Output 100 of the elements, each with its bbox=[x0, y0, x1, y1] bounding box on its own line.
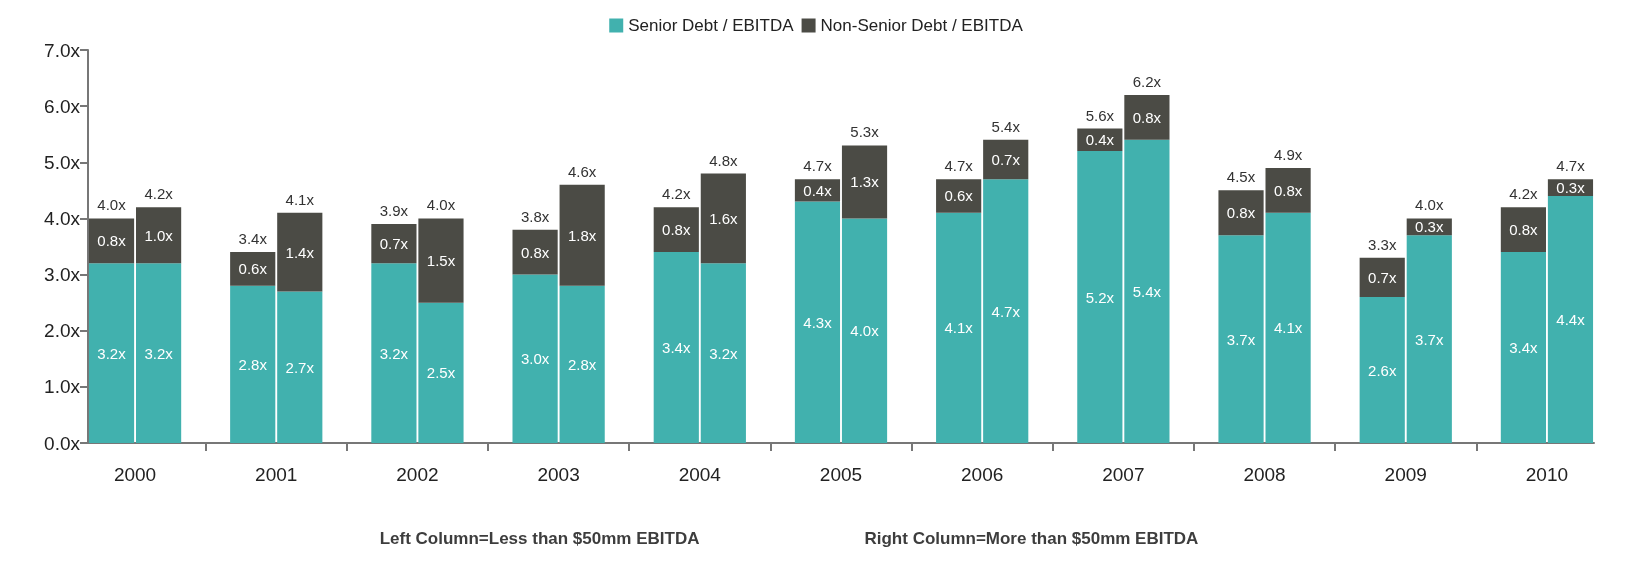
y-tick-label: 5.0x bbox=[44, 151, 81, 173]
bar bbox=[983, 139, 1029, 180]
x-tick-label: 2004 bbox=[678, 464, 722, 485]
data-label: 2.6x bbox=[1368, 361, 1397, 379]
y-tick-label: 4.0x bbox=[44, 207, 81, 229]
x-tick-label: 2005 bbox=[819, 464, 863, 485]
bar bbox=[88, 218, 135, 264]
x-tick-label: 2009 bbox=[1384, 464, 1427, 485]
data-label: 3.7x bbox=[1415, 330, 1444, 348]
bar bbox=[936, 179, 982, 213]
bar bbox=[1218, 235, 1264, 443]
bar bbox=[700, 263, 746, 443]
bar bbox=[1265, 212, 1311, 443]
y-tick-label: 2.0x bbox=[44, 320, 81, 342]
bar bbox=[277, 291, 323, 443]
data-label: 5.4x bbox=[1132, 282, 1162, 300]
data-label: 4.7x bbox=[991, 302, 1021, 320]
data-label: 0.8x bbox=[1509, 221, 1539, 239]
bar bbox=[559, 184, 605, 286]
data-label: 2.7x bbox=[285, 358, 315, 376]
data-label: 0.4x bbox=[803, 181, 833, 199]
data-label: 3.2x bbox=[709, 344, 739, 362]
data-label: 5.2x bbox=[1085, 288, 1115, 306]
total-label: 4.7x bbox=[1556, 157, 1586, 175]
total-label: 4.8x bbox=[709, 151, 739, 169]
total-label: 4.6x bbox=[567, 162, 597, 180]
bar bbox=[983, 179, 1029, 443]
bar bbox=[512, 229, 558, 275]
data-label: 1.0x bbox=[144, 226, 174, 244]
x-tick-label: 2007 bbox=[1102, 464, 1145, 485]
data-label: 0.6x bbox=[944, 187, 974, 205]
data-label: 0.7x bbox=[1368, 268, 1397, 286]
x-tick-label: 2002 bbox=[396, 464, 439, 485]
bar bbox=[1359, 297, 1405, 443]
bar bbox=[1500, 252, 1546, 443]
bar bbox=[1359, 257, 1405, 298]
bar bbox=[1124, 139, 1170, 443]
bar bbox=[418, 218, 464, 303]
data-label: 3.0x bbox=[520, 350, 550, 368]
total-label: 4.2x bbox=[662, 185, 691, 203]
data-label: 1.5x bbox=[426, 252, 456, 270]
bar bbox=[371, 263, 417, 443]
y-tick-label: 6.0x bbox=[44, 95, 81, 117]
x-tick-label: 2008 bbox=[1243, 464, 1286, 485]
data-label: 0.8x bbox=[97, 232, 127, 250]
data-label: 4.3x bbox=[803, 313, 833, 331]
bar bbox=[700, 173, 746, 264]
data-label: 0.4x bbox=[1085, 131, 1115, 149]
data-label: 2.8x bbox=[567, 355, 597, 373]
data-label: 0.6x bbox=[238, 260, 268, 278]
y-tick-label: 7.0x bbox=[44, 39, 81, 61]
data-label: 3.2x bbox=[97, 344, 127, 362]
total-label: 4.9x bbox=[1273, 145, 1303, 163]
total-label: 3.3x bbox=[1368, 235, 1397, 253]
bar bbox=[136, 263, 182, 443]
data-label: 3.2x bbox=[144, 344, 174, 362]
bar bbox=[371, 224, 417, 264]
bar bbox=[841, 145, 888, 219]
bar bbox=[1265, 167, 1311, 213]
total-label: 4.2x bbox=[1509, 185, 1539, 203]
data-label: 0.8x bbox=[1226, 204, 1256, 222]
total-label: 4.1x bbox=[285, 190, 315, 208]
y-tick-label: 0.0x bbox=[44, 432, 81, 454]
data-label: 0.3x bbox=[1556, 179, 1586, 197]
bar bbox=[559, 285, 605, 443]
data-label: 1.8x bbox=[567, 226, 597, 244]
bar bbox=[1406, 235, 1452, 443]
total-label: 4.5x bbox=[1226, 168, 1256, 186]
bar bbox=[653, 252, 699, 443]
data-label: 0.3x bbox=[1415, 218, 1444, 236]
total-label: 5.4x bbox=[991, 117, 1021, 135]
bar bbox=[277, 212, 323, 292]
data-label: 0.7x bbox=[991, 150, 1021, 168]
total-label: 5.6x bbox=[1085, 106, 1115, 124]
bar bbox=[653, 207, 699, 253]
x-tick-label: 2003 bbox=[537, 464, 580, 485]
y-tick-label: 1.0x bbox=[44, 376, 81, 398]
bar bbox=[1500, 207, 1546, 253]
total-label: 4.7x bbox=[803, 157, 833, 175]
data-label: 0.8x bbox=[662, 221, 691, 239]
total-label: 3.4x bbox=[238, 230, 268, 248]
bar bbox=[1218, 190, 1264, 236]
total-label: 4.2x bbox=[144, 185, 174, 203]
legend-label: Non-Senior Debt / EBITDA bbox=[820, 16, 1024, 35]
bar bbox=[936, 212, 982, 443]
data-label: 0.8x bbox=[520, 243, 550, 261]
total-label: 3.9x bbox=[379, 202, 409, 220]
total-label: 4.0x bbox=[97, 196, 127, 214]
bar bbox=[418, 302, 464, 443]
bar bbox=[136, 207, 182, 264]
legend-label: Senior Debt / EBITDA bbox=[628, 16, 795, 35]
data-label: 3.2x bbox=[379, 344, 409, 362]
total-label: 4.0x bbox=[1415, 196, 1444, 214]
bar bbox=[230, 285, 276, 443]
total-label: 5.3x bbox=[850, 123, 880, 141]
total-label: 6.2x bbox=[1132, 72, 1162, 90]
data-label: 3.4x bbox=[662, 339, 691, 357]
total-label: 3.8x bbox=[520, 207, 550, 225]
y-tick-label: 3.0x bbox=[44, 264, 81, 286]
bar bbox=[841, 218, 888, 443]
